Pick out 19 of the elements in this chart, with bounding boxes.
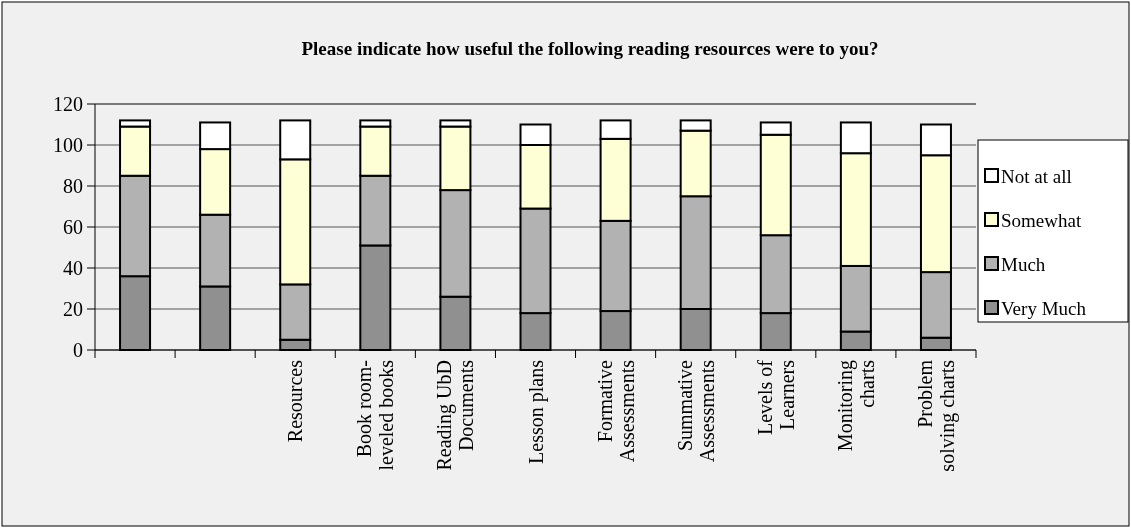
y-tick-label: 100 [53, 134, 83, 156]
x-tick-label: Resources [284, 359, 307, 443]
x-tick-label: Lesson plans [524, 359, 548, 464]
x-tick-label: Book room-leveled books [353, 359, 398, 471]
legend-label: Not at all [1001, 165, 1072, 187]
legend-label: Somewhat [1001, 209, 1082, 231]
y-tick-label: 60 [63, 216, 83, 238]
x-tick-label: Monitoring charts [833, 359, 878, 452]
y-tick-label: 80 [63, 175, 83, 197]
x-tick-label: Summative Assessments [673, 359, 718, 463]
legend-label: Much [1001, 253, 1046, 275]
y-tick-label: 40 [63, 257, 83, 279]
legend-label: Very Much [1001, 297, 1087, 319]
y-tick-label: 0 [73, 339, 83, 361]
x-tick-label: Formative Assessments [593, 359, 638, 463]
chart-title: Please indicate how useful the following reading resources were to you? [301, 38, 879, 59]
y-tick-label: 20 [63, 298, 83, 320]
y-tick-label: 120 [53, 93, 83, 115]
x-tick-label: Levels of Learners [753, 359, 798, 435]
